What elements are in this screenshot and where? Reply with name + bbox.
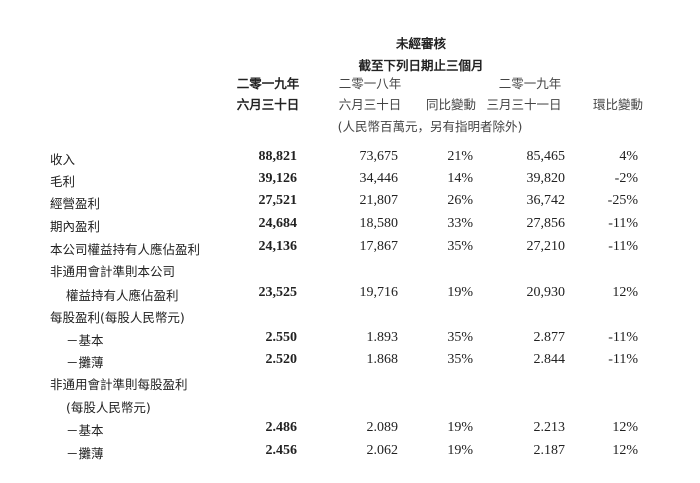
cell-prior-year: 19,716 (359, 285, 399, 300)
cell-current: 24,136 (258, 239, 298, 254)
table-row: －基本 2.550 1.893 35% 2.877 -11% (0, 330, 700, 352)
cell-qoq-change: -11% (608, 239, 638, 254)
cell-current: 2.520 (265, 352, 298, 367)
cell-prior-quarter: 85,465 (526, 149, 566, 164)
cell-qoq-change: -11% (608, 330, 638, 345)
cell-qoq-change: -25% (607, 193, 638, 208)
table-title: 未經審核 (395, 36, 447, 51)
cell-prior-quarter: 39,820 (526, 171, 566, 186)
cell-current: 27,521 (258, 193, 298, 208)
table-row: (每股人民幣元) (0, 397, 700, 419)
cell-current: 2.550 (265, 330, 298, 345)
row-label: (每股人民幣元) (66, 400, 151, 415)
cell-current: 39,126 (258, 171, 298, 186)
table-row: 收入 88,821 73,675 21% 85,465 4% (0, 149, 700, 171)
cell-yoy-change: 35% (447, 330, 473, 345)
cell-prior-year: 2.062 (366, 443, 399, 458)
cell-current: 23,525 (258, 285, 298, 300)
table-subtitle: 截至下列日期止三個月 (358, 58, 484, 73)
cell-yoy-change: 35% (447, 239, 473, 254)
table-row: 權益持有人應佔盈利 23,525 19,716 19% 20,930 12% (0, 285, 700, 307)
col2-year: 二零一八年 (338, 76, 402, 91)
row-label: 非通用會計準則本公司 (50, 264, 176, 279)
cell-yoy-change: 26% (447, 193, 473, 208)
table-row: 非通用會計準則每股盈利 (0, 374, 700, 396)
cell-yoy-change: 19% (447, 285, 473, 300)
cell-prior-quarter: 2.213 (533, 420, 566, 435)
col1-date: 六月三十日 (236, 97, 300, 112)
row-label: 毛利 (50, 174, 76, 189)
cell-qoq-change: 12% (612, 285, 638, 300)
col4-date: 三月三十一日 (486, 97, 562, 112)
table-row: 經營盈利 27,521 21,807 26% 36,742 -25% (0, 193, 700, 215)
row-label: 經營盈利 (50, 196, 101, 211)
cell-yoy-change: 35% (447, 352, 473, 367)
table-row: －攤薄 2.456 2.062 19% 2.187 12% (0, 443, 700, 465)
row-label: －基本 (66, 423, 104, 438)
cell-prior-year: 73,675 (359, 149, 399, 164)
row-label: 本公司權益持有人應佔盈利 (50, 242, 201, 257)
table-row: 期內盈利 24,684 18,580 33% 27,856 -11% (0, 216, 700, 238)
row-label: 權益持有人應佔盈利 (66, 288, 179, 303)
row-label: 非通用會計準則每股盈利 (50, 377, 188, 392)
col3-header: 同比變動 (425, 97, 477, 112)
cell-prior-quarter: 2.844 (533, 352, 566, 367)
table-row: 每股盈利(每股人民幣元) (0, 307, 700, 329)
table-row: 非通用會計準則本公司 (0, 261, 700, 283)
col5-header: 環比變動 (592, 97, 644, 112)
cell-current: 2.486 (265, 420, 298, 435)
cell-prior-year: 1.893 (366, 330, 399, 345)
unit-note: (人民幣百萬元，另有指明者除外) (337, 119, 523, 134)
cell-prior-quarter: 2.187 (533, 443, 566, 458)
cell-qoq-change: -2% (614, 171, 638, 186)
cell-yoy-change: 14% (447, 171, 473, 186)
cell-current: 88,821 (258, 149, 298, 164)
cell-prior-year: 34,446 (359, 171, 399, 186)
cell-qoq-change: 4% (619, 149, 638, 164)
cell-qoq-change: -11% (608, 216, 638, 231)
row-label: 每股盈利(每股人民幣元) (50, 310, 185, 325)
cell-prior-year: 1.868 (366, 352, 399, 367)
col4-year: 二零一九年 (498, 76, 562, 91)
row-label: －攤薄 (66, 446, 104, 461)
cell-qoq-change: 12% (612, 443, 638, 458)
cell-qoq-change: 12% (612, 420, 638, 435)
cell-current: 2.456 (265, 443, 298, 458)
col1-year: 二零一九年 (236, 76, 300, 91)
cell-yoy-change: 19% (447, 443, 473, 458)
cell-prior-year: 17,867 (359, 239, 399, 254)
table-row: 本公司權益持有人應佔盈利 24,136 17,867 35% 27,210 -11% (0, 239, 700, 261)
table-row: －攤薄 2.520 1.868 35% 2.844 -11% (0, 352, 700, 374)
cell-prior-quarter: 20,930 (526, 285, 566, 300)
cell-qoq-change: -11% (608, 352, 638, 367)
cell-prior-quarter: 36,742 (526, 193, 566, 208)
cell-yoy-change: 21% (447, 149, 473, 164)
row-label: －基本 (66, 333, 104, 348)
cell-yoy-change: 19% (447, 420, 473, 435)
col2-date: 六月三十日 (338, 97, 402, 112)
cell-current: 24,684 (258, 216, 298, 231)
row-label: 期內盈利 (50, 219, 101, 234)
cell-prior-quarter: 27,856 (526, 216, 566, 231)
table-row: 毛利 39,126 34,446 14% 39,820 -2% (0, 171, 700, 193)
row-label: －攤薄 (66, 355, 104, 370)
cell-prior-year: 2.089 (366, 420, 399, 435)
cell-prior-quarter: 27,210 (526, 239, 566, 254)
table-row: －基本 2.486 2.089 19% 2.213 12% (0, 420, 700, 442)
cell-prior-year: 21,807 (359, 193, 399, 208)
row-label: 收入 (50, 152, 76, 167)
cell-prior-quarter: 2.877 (533, 330, 566, 345)
cell-prior-year: 18,580 (359, 216, 399, 231)
cell-yoy-change: 33% (447, 216, 473, 231)
